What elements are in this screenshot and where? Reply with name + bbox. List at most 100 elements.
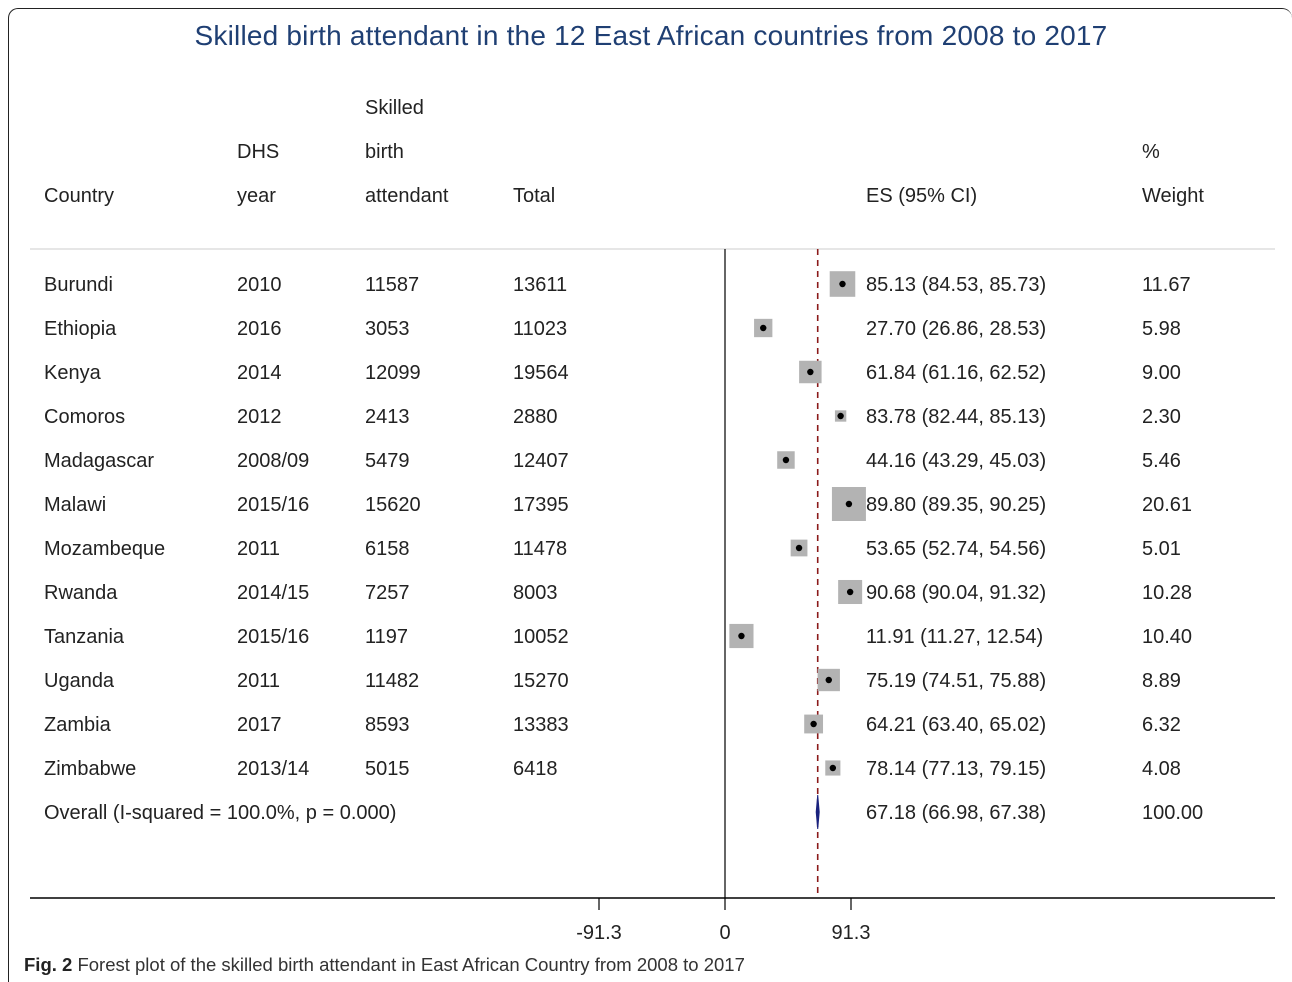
row-uganda-weight: 8.89 <box>1142 670 1181 692</box>
row-madagascar-country: Madagascar <box>44 450 154 472</box>
row-burundi-year: 2010 <box>237 274 282 296</box>
row-zimbabwe-total: 6418 <box>513 758 558 780</box>
row-madagascar-sba: 5479 <box>365 450 410 472</box>
overall-es-ci: 67.18 (66.98, 67.38) <box>866 802 1046 824</box>
row-mozambeque-year: 2011 <box>237 538 280 560</box>
row-burundi-weight: 11.67 <box>1142 274 1191 296</box>
row-madagascar-year: 2008/09 <box>237 450 309 472</box>
header-country-line-1: Country <box>44 185 114 207</box>
row-tanzania-year: 2015/16 <box>237 626 309 648</box>
row-madagascar-total: 12407 <box>513 450 569 472</box>
header-weight-line-1: % <box>1142 141 1160 163</box>
figure-caption: Fig. 2 Forest plot of the skilled birth … <box>24 954 745 976</box>
row-mozambeque-point <box>795 544 803 552</box>
row-malawi-country: Malawi <box>44 494 106 516</box>
row-kenya-weight: 9.00 <box>1142 362 1181 384</box>
overall-diamond <box>815 794 820 830</box>
row-uganda-total: 15270 <box>513 670 569 692</box>
chart-title: Skilled birth attendant in the 12 East A… <box>194 20 1108 51</box>
caption-text: Forest plot of the skilled birth attenda… <box>77 954 745 975</box>
row-ethiopia-country: Ethiopia <box>44 318 117 340</box>
row-uganda-es-ci: 75.19 (74.51, 75.88) <box>866 670 1046 692</box>
row-mozambeque-es-ci: 53.65 (52.74, 54.56) <box>866 538 1046 560</box>
row-zimbabwe-weight: 4.08 <box>1142 758 1181 780</box>
row-comoros-sba: 2413 <box>365 406 410 428</box>
row-kenya-point <box>807 368 814 376</box>
header-sba-line-3: attendant <box>365 185 449 207</box>
row-malawi-total: 17395 <box>513 494 569 516</box>
row-ethiopia-year: 2016 <box>237 318 282 340</box>
row-rwanda-year: 2014/15 <box>237 582 309 604</box>
row-madagascar-point <box>782 456 790 464</box>
row-mozambeque-country: Mozambeque <box>44 538 165 560</box>
header-sba-line-2: birth <box>365 141 404 163</box>
row-malawi-sba: 15620 <box>365 494 421 516</box>
row-burundi-sba: 11587 <box>365 274 419 296</box>
row-comoros-weight: 2.30 <box>1142 406 1181 428</box>
row-ethiopia-point <box>760 324 767 332</box>
row-ethiopia-sba: 3053 <box>365 318 410 340</box>
figure-frame <box>8 8 1292 982</box>
row-malawi-year: 2015/16 <box>237 494 309 516</box>
x-tick-label-3: 91.3 <box>832 922 871 944</box>
x-tick-label-1: -91.3 <box>576 922 622 944</box>
row-comoros-total: 2880 <box>513 406 558 428</box>
row-tanzania-sba: 1197 <box>365 626 408 648</box>
row-rwanda-sba: 7257 <box>365 582 410 604</box>
row-uganda-country: Uganda <box>44 670 115 692</box>
row-tanzania-es-ci: 11.91 (11.27, 12.54) <box>866 626 1043 648</box>
row-zambia-point <box>810 720 817 728</box>
row-zambia-year: 2017 <box>237 714 282 736</box>
row-zambia-country: Zambia <box>44 714 112 736</box>
row-malawi-point <box>845 500 853 508</box>
row-madagascar-es-ci: 44.16 (43.29, 45.03) <box>866 450 1046 472</box>
row-kenya-es-ci: 61.84 (61.16, 62.52) <box>866 362 1046 384</box>
row-rwanda-es-ci: 90.68 (90.04, 91.32) <box>866 582 1046 604</box>
row-zambia-weight: 6.32 <box>1142 714 1181 736</box>
row-burundi-es-ci: 85.13 (84.53, 85.73) <box>866 274 1046 296</box>
row-uganda-point <box>825 676 832 684</box>
forest-plot: Country DHS year Skilled birth attendant Total… <box>30 97 1275 944</box>
row-mozambeque-total: 11478 <box>513 538 567 560</box>
row-ethiopia-total: 11023 <box>513 318 567 340</box>
row-zambia-es-ci: 64.21 (63.40, 65.02) <box>866 714 1046 736</box>
row-tanzania-point <box>738 632 745 640</box>
row-ethiopia-weight: 5.98 <box>1142 318 1181 340</box>
x-tick-label-2: 0 <box>719 922 730 944</box>
row-zambia-total: 13383 <box>513 714 569 736</box>
row-tanzania-total: 10052 <box>513 626 569 648</box>
row-burundi-country: Burundi <box>44 274 113 296</box>
row-rwanda-total: 8003 <box>513 582 558 604</box>
row-kenya-total: 19564 <box>513 362 569 384</box>
overall-label: Overall (I-squared = 100.0%, p = 0.000) <box>44 802 396 824</box>
row-zimbabwe-es-ci: 78.14 (77.13, 79.15) <box>866 758 1046 780</box>
row-comoros-point <box>837 412 844 420</box>
row-tanzania-country: Tanzania <box>44 626 125 648</box>
caption-label: Fig. 2 <box>24 954 73 975</box>
header-year-line-2: year <box>237 185 276 207</box>
row-comoros-es-ci: 83.78 (82.44, 85.13) <box>866 406 1046 428</box>
row-mozambeque-sba: 6158 <box>365 538 410 560</box>
row-malawi-weight: 20.61 <box>1142 494 1192 516</box>
row-rwanda-point <box>846 588 854 596</box>
row-uganda-sba: 11482 <box>365 670 419 692</box>
row-malawi-es-ci: 89.80 (89.35, 90.25) <box>866 494 1046 516</box>
header-sba-line-1: Skilled <box>365 97 424 119</box>
row-zambia-sba: 8593 <box>365 714 410 736</box>
overall-weight: 100.00 <box>1142 802 1203 824</box>
row-rwanda-weight: 10.28 <box>1142 582 1192 604</box>
row-zimbabwe-country: Zimbabwe <box>44 758 136 780</box>
row-ethiopia-es-ci: 27.70 (26.86, 28.53) <box>866 318 1046 340</box>
row-comoros-year: 2012 <box>237 406 282 428</box>
row-comoros-country: Comoros <box>44 406 125 428</box>
row-burundi-total: 13611 <box>513 274 567 296</box>
row-uganda-year: 2011 <box>237 670 280 692</box>
row-zimbabwe-sba: 5015 <box>365 758 410 780</box>
row-kenya-year: 2014 <box>237 362 282 384</box>
row-madagascar-weight: 5.46 <box>1142 450 1181 472</box>
row-rwanda-country: Rwanda <box>44 582 118 604</box>
row-burundi-point <box>839 280 846 288</box>
header-year-line-1: DHS <box>237 141 279 163</box>
row-kenya-sba: 12099 <box>365 362 421 384</box>
row-zimbabwe-year: 2013/14 <box>237 758 309 780</box>
